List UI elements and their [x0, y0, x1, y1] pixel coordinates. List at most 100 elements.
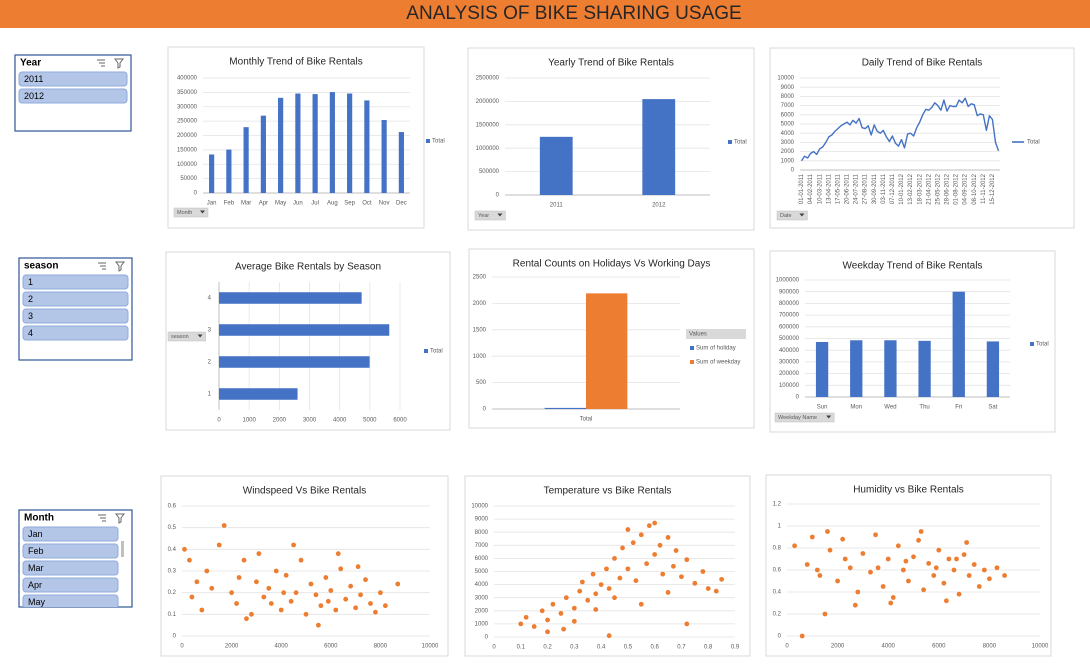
chart: Temperature vs Bike Rentals 0 1000 2000 3000… [464, 475, 751, 657]
scatter-point [368, 601, 373, 606]
chart-title: Humidity vs Bike Rentals [853, 485, 964, 496]
clear-filter-icon[interactable] [114, 58, 124, 69]
field-button-bg[interactable] [173, 207, 209, 218]
field-button[interactable]: Year [474, 210, 506, 221]
scatter-point [652, 552, 658, 557]
slicer-item[interactable] [22, 291, 129, 307]
clear-filter-icon[interactable] [115, 261, 125, 272]
scatter-point [825, 529, 830, 534]
legend-label: Total [1027, 140, 1040, 146]
dropdown-arrow[interactable] [826, 415, 832, 419]
legend-marker [426, 139, 430, 143]
dropdown-arrow[interactable] [799, 213, 805, 217]
y-tick-label: 0.4 [773, 590, 782, 596]
scatter-point [234, 601, 239, 606]
field-button-bg[interactable] [167, 331, 206, 342]
clear-filter-icon[interactable] [115, 513, 125, 524]
slicer-item[interactable] [22, 543, 119, 559]
chart-title: Average Bike Rentals by Season [235, 262, 381, 273]
field-button-label[interactable]: Month [177, 210, 192, 216]
y-tick-label: 0.8 [773, 546, 782, 552]
slicer-item[interactable] [22, 577, 119, 593]
x-category-label: 04-09-2012 [963, 173, 969, 204]
field-button[interactable]: Weekday Name [774, 412, 835, 423]
title-bar [0, 0, 1090, 28]
field-button[interactable]: Month [173, 207, 209, 218]
dashboard-title: ANALYSIS OF BIKE SHARING USAGE [406, 3, 741, 24]
x-tick-label: 0.3 [570, 645, 579, 651]
scatter-point [855, 589, 861, 595]
scatter-point [194, 579, 200, 585]
y-tick-label: 9000 [475, 517, 489, 523]
slicer-title: Month [24, 513, 54, 524]
scatter-point [692, 580, 698, 586]
x-category-label: 17-05-2011 [835, 173, 841, 204]
multi-select-icon[interactable] [98, 262, 106, 270]
dropdown-arrow[interactable] [197, 334, 203, 338]
bar [544, 407, 586, 409]
x-category-label: Nov [379, 201, 390, 207]
chart-title: Monthly Trend of Bike Rentals [229, 57, 362, 68]
field-button-label[interactable]: Date [780, 213, 792, 219]
y-tick-label: 100000 [177, 162, 198, 168]
y-tick-label: 0 [485, 635, 489, 641]
slicer-item[interactable] [22, 594, 119, 609]
slicer-item[interactable] [18, 71, 128, 87]
scatter-point [976, 584, 982, 589]
scatter-point [288, 598, 294, 604]
x-category-label: Dec [396, 201, 407, 207]
bar [986, 341, 1000, 397]
x-category-label: Jun [293, 201, 303, 207]
y-tick-label: 150000 [177, 147, 198, 153]
multi-select-icon[interactable] [97, 59, 105, 67]
scatter-point [684, 621, 690, 627]
legend-label: Sum of weekday [696, 360, 740, 366]
slicer: Year 2011 2012 [14, 54, 132, 132]
y-tick-label: 350000 [177, 90, 198, 96]
scatter-point [593, 607, 599, 612]
field-button-label[interactable]: Weekday Name [778, 415, 817, 421]
slicer-item-label: 4 [28, 328, 33, 338]
field-button-bg[interactable] [474, 210, 506, 221]
bar [312, 94, 318, 193]
slicer-item[interactable] [22, 325, 129, 341]
dropdown-arrow[interactable] [497, 213, 503, 217]
scatter-point [966, 573, 972, 578]
dropdown-arrow[interactable] [200, 210, 205, 214]
scatter-point [598, 582, 604, 587]
scatter-point [916, 537, 921, 543]
scatter-point [964, 540, 970, 545]
slicer-item[interactable] [22, 274, 129, 290]
y-tick-label: 200000 [177, 133, 198, 139]
slicer-item[interactable] [22, 560, 119, 576]
scatter-point [182, 546, 187, 552]
slicer-item[interactable] [22, 308, 129, 324]
field-button[interactable]: Date [776, 210, 808, 221]
legend-marker [424, 349, 428, 353]
field-button[interactable]: season [167, 331, 206, 342]
slicer-item[interactable] [18, 88, 128, 104]
multi-select-icon[interactable] [98, 514, 106, 522]
scatter-point [625, 527, 631, 532]
field-button-label[interactable]: Year [478, 213, 489, 219]
scrollbar[interactable] [121, 541, 124, 557]
x-category-label: Fri [955, 405, 962, 411]
scatter-point [189, 594, 195, 600]
field-button-label[interactable]: season [171, 334, 189, 340]
x-category-label: Mar [241, 201, 251, 207]
slicer-item-label: 2012 [24, 91, 44, 101]
slicer-items: Jan Feb Mar Apr May [22, 526, 119, 609]
scatter-point [946, 556, 952, 562]
x-category-label: 13-04-2011 [826, 173, 832, 204]
scatter-point [577, 588, 583, 594]
field-button-bg[interactable] [774, 412, 835, 423]
field-button-bg[interactable] [776, 210, 808, 221]
x-category-label: 04-02-2011 [808, 173, 814, 204]
y-category-label: 1 [208, 392, 212, 398]
scatter-point [842, 556, 848, 562]
y-tick-label: 800000 [779, 301, 800, 307]
slicer-item[interactable] [22, 526, 119, 542]
x-tick-label: 0.2 [543, 645, 552, 651]
slicer-item-label: 2011 [24, 74, 43, 84]
slicer-item-label: 2 [28, 294, 33, 304]
